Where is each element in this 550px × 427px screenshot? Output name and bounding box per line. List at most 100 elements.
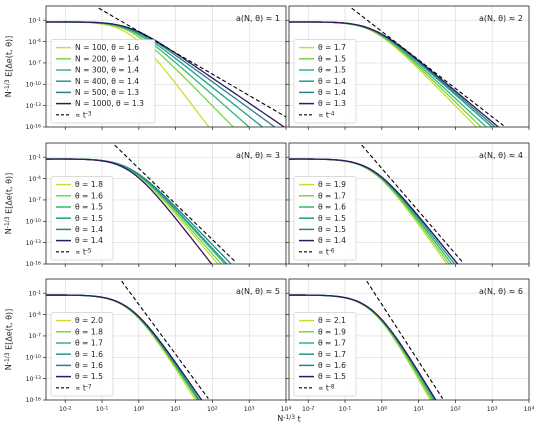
- y-tick-label: 10-13: [26, 375, 41, 383]
- legend-box: [293, 312, 357, 397]
- legend: N = 100, θ = 1.6 N = 200, θ = 1.4 N = 300,…: [50, 39, 156, 124]
- x-tick-label: 10-1: [96, 405, 109, 413]
- y-axis-label: N-1/3 E[Δe(t, θ)]: [4, 309, 14, 370]
- panel-annotation: a(N, θ) ≈ 4: [479, 151, 523, 160]
- x-tick-label: 104: [281, 405, 292, 413]
- x-tick-label: 103: [244, 405, 255, 413]
- legend-label: θ = 1.6: [75, 350, 103, 359]
- y-tick-label: 10-1: [29, 290, 42, 298]
- x-tick-label: 101: [170, 405, 181, 413]
- legend-label: θ = 2.0: [75, 316, 103, 325]
- legend: θ = 1.9 θ = 1.7 θ = 1.6 θ = 1.5 θ = 1.5 θ = 1…: [293, 176, 357, 261]
- panel-1: 10-1 10-4 10-7 10-10 10-13 10-16 a(N, θ) ≈ 1 N …: [26, 5, 287, 132]
- y-tick-label: 10-7: [29, 197, 42, 205]
- axes-frame: [45, 5, 287, 128]
- x-tick-label: 100: [133, 405, 144, 413]
- legend-label: θ = 1.5: [318, 225, 346, 234]
- series-group: [46, 294, 203, 400]
- legend-box: [50, 312, 114, 397]
- reference-power-law: [366, 280, 444, 399]
- series-group: [46, 158, 232, 264]
- y-tick-label: 10-16: [26, 397, 41, 405]
- y-tick-label: 10-16: [26, 261, 41, 269]
- legend-label: N = 300, θ = 1.4: [75, 66, 139, 75]
- legend-label: θ = 1.4: [318, 88, 346, 97]
- series-group: [289, 158, 459, 264]
- series-line-6: [289, 21, 500, 127]
- legend-label: θ = 1.6: [75, 191, 103, 200]
- y-tick-label: 10-10: [26, 354, 41, 362]
- panel-annotation: a(N, θ) ≈ 5: [236, 287, 280, 296]
- series-line-6: [289, 158, 459, 264]
- x-tick-label: 100: [376, 405, 387, 413]
- axes-frame: [45, 142, 287, 265]
- legend-label: θ = 2.1: [318, 316, 346, 325]
- legend-label: θ = 1.5: [75, 214, 103, 223]
- y-tick-label: 10-1: [29, 17, 42, 25]
- panel-annotation: a(N, θ) ≈ 6: [479, 287, 523, 296]
- reference-power-law: [114, 144, 237, 263]
- axes-frame: [288, 142, 530, 265]
- legend-label-reference: ∝ t-5: [75, 247, 92, 256]
- legend-label-reference: ∝ t-6: [318, 247, 335, 256]
- panel-5: 10-1 10-4 10-7 10-10 10-13 10-16 10-2 10-1 100 10…: [26, 278, 292, 413]
- legend-label: θ = 1.7: [318, 339, 346, 348]
- legend-label: θ = 1.7: [318, 191, 346, 200]
- legend-label: θ = 1.4: [318, 77, 346, 86]
- legend-label: θ = 1.5: [318, 54, 346, 63]
- legend: θ = 1.8 θ = 1.6 θ = 1.5 θ = 1.5 θ = 1.4 θ = 1…: [50, 176, 114, 261]
- x-tick-label: 101: [413, 405, 424, 413]
- y-axis-label: N-1/3 E[Δe(t, θ)]: [4, 36, 14, 97]
- y-tick-label: 10-4: [29, 311, 42, 319]
- legend-label: θ = 1.7: [318, 350, 346, 359]
- x-tick-label: 10-2: [302, 405, 315, 413]
- legend: θ = 2.1 θ = 1.9 θ = 1.7 θ = 1.7 θ = 1.6 θ = 1…: [293, 312, 357, 397]
- panel-6: 10-2 10-1 100 101 102 103 104 a(N, θ) ≈ 6 θ = 2.…: [286, 278, 535, 413]
- legend-label: θ = 1.9: [318, 180, 346, 189]
- y-tick-label: 10-4: [29, 175, 42, 183]
- series-line-6: [46, 294, 203, 400]
- legend-label-reference: ∝ t-4: [318, 110, 335, 119]
- y-tick-label: 10-10: [26, 218, 41, 226]
- reference-power-law: [361, 144, 464, 263]
- y-tick-label: 10-13: [26, 239, 41, 247]
- legend-label: θ = 1.6: [318, 361, 346, 370]
- legend-box: [50, 176, 114, 261]
- axes-frame: [288, 278, 530, 401]
- legend-label: N = 1000, θ = 1.3: [75, 99, 144, 108]
- x-tick-label: 102: [450, 405, 461, 413]
- legend-label: θ = 1.8: [75, 180, 103, 189]
- panel-4: a(N, θ) ≈ 4θ = 1.9θ = 1.7θ = 1.6θ = 1.5θ…: [286, 142, 530, 267]
- x-tick-label: 104: [524, 405, 535, 413]
- legend-label: θ = 1.4: [318, 236, 346, 245]
- legend-label: θ = 1.6: [318, 203, 346, 212]
- legend-label: N = 200, θ = 1.4: [75, 54, 139, 63]
- reference-power-law: [351, 7, 504, 127]
- legend-label-reference: ∝ t-7: [75, 383, 92, 392]
- legend-label: θ = 1.5: [75, 372, 103, 381]
- legend-label: θ = 1.7: [75, 339, 103, 348]
- legend-label: θ = 1.5: [75, 203, 103, 212]
- legend-label: θ = 1.4: [75, 236, 103, 245]
- legend-label: θ = 1.6: [75, 361, 103, 370]
- x-tick-label: 10-1: [339, 405, 352, 413]
- axes-frame: [288, 5, 530, 128]
- panel-annotation: a(N, θ) ≈ 2: [479, 14, 523, 23]
- legend-label-reference: ∝ t-3: [75, 110, 92, 119]
- panel-annotation: a(N, θ) ≈ 1: [236, 14, 280, 23]
- legend: θ = 2.0 θ = 1.8 θ = 1.7 θ = 1.6 θ = 1.6 θ = 1…: [50, 312, 114, 397]
- legend-label: N = 400, θ = 1.4: [75, 77, 139, 86]
- y-axis-label: N-1/3 E[Δe(t, θ)]: [4, 173, 14, 234]
- y-tick-label: 10-16: [26, 124, 41, 132]
- y-tick-label: 10-7: [29, 60, 42, 68]
- legend: θ = 1.7 θ = 1.5 θ = 1.5 θ = 1.4 θ = 1.4 θ = 1…: [293, 39, 357, 124]
- y-tick-label: 10-10: [26, 81, 41, 89]
- legend-label: θ = 1.5: [318, 66, 346, 75]
- legend-label-reference: ∝ t-8: [318, 383, 335, 392]
- legend-label: θ = 1.8: [75, 327, 103, 336]
- legend-label: θ = 1.5: [318, 214, 346, 223]
- legend-box: [50, 39, 156, 124]
- y-tick-label: 10-13: [26, 102, 41, 110]
- series-group: [289, 294, 437, 400]
